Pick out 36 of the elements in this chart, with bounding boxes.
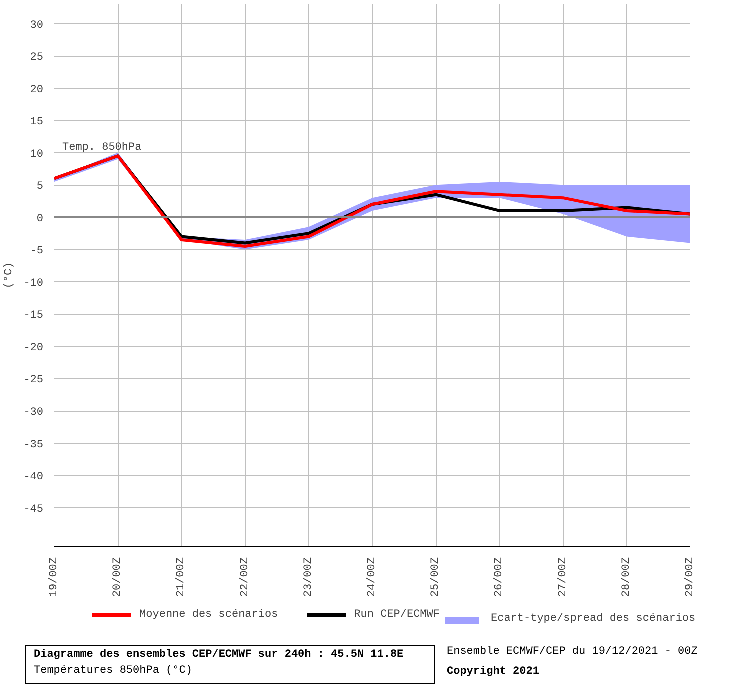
- y-axis-title: (°C): [4, 262, 16, 289]
- x-tick-label: 20/00Z: [112, 557, 124, 598]
- text: Copyright 2021: [447, 664, 540, 680]
- text: Températures 850hPa (°C): [34, 664, 194, 679]
- y-tick-label: -5: [30, 246, 44, 258]
- y-tick-label: -25: [24, 374, 44, 387]
- y-tick-label: 30: [30, 20, 44, 32]
- y-tick-label: -40: [24, 472, 44, 484]
- x-tick-label: 22/00Z: [239, 557, 252, 598]
- x-tick-label: 24/00Z: [366, 557, 378, 598]
- legend-label: Run CEP/ECMWF: [354, 609, 440, 621]
- x-tick-label: 23/00Z: [302, 557, 315, 598]
- text: Ensemble ECMWF/CEP du 19/12/2021 - 00Z: [447, 645, 698, 660]
- x-tick-label: 29/00Z: [684, 557, 696, 598]
- y-tick-label: 0: [36, 213, 44, 226]
- y-tick-label: -45: [24, 504, 44, 516]
- y-tick-label: -30: [24, 407, 44, 419]
- x-tick-label: 19/00Z: [48, 557, 60, 598]
- y-tick-label: -35: [24, 439, 44, 452]
- x-tick-label: 21/00Z: [176, 557, 188, 598]
- x-tick-label: 27/00Z: [557, 557, 570, 598]
- y-tick-label: 15: [30, 116, 44, 129]
- y-tick-label: 5: [36, 181, 44, 194]
- x-tick-label: 25/00Z: [430, 557, 442, 598]
- y-tick-label: -20: [24, 342, 44, 354]
- y-tick-label: 25: [30, 52, 44, 64]
- text: Diagramme des ensembles CEP/ECMWF sur 240h : 45.5N 11.8E: [34, 648, 405, 663]
- y-tick-label: -15: [24, 310, 44, 322]
- y-tick-label: -10: [24, 278, 44, 290]
- x-tick-label: 26/00Z: [494, 557, 506, 598]
- y-tick-label: 10: [30, 148, 44, 161]
- legend-label: Moyenne des scénarios: [140, 609, 278, 621]
- x-tick-label: 28/00Z: [620, 557, 633, 598]
- y-tick-label: 20: [30, 84, 44, 96]
- annotation: Temp. 850hPa: [62, 142, 142, 154]
- text: Ecart-type/spread des scénarios: [490, 612, 696, 628]
